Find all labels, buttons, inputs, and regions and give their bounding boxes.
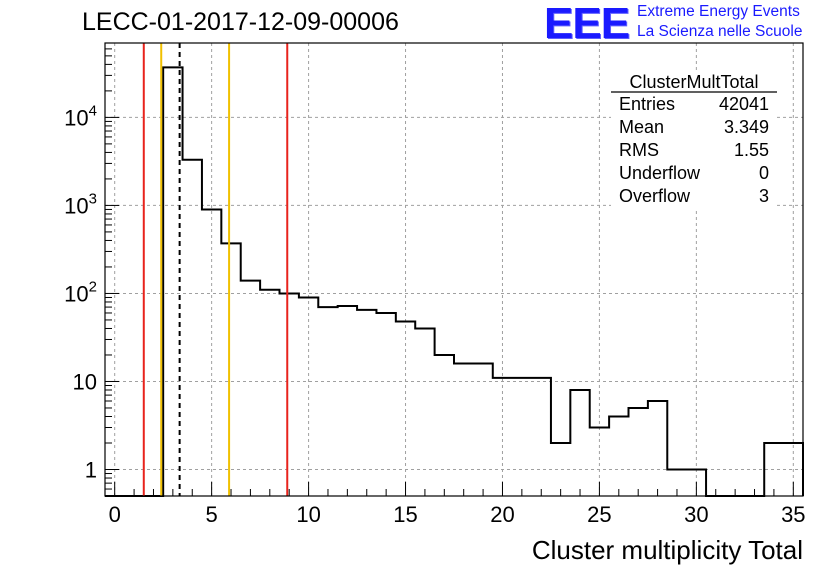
x-axis-title: Cluster multiplicity Total — [532, 535, 803, 565]
logo-caption-line1: Extreme Energy Events — [637, 3, 800, 20]
plot-frame — [104, 42, 804, 497]
y-tick-label: 104 — [64, 102, 97, 130]
histogram-outline — [105, 66, 804, 497]
stats-label: Underflow — [619, 163, 701, 183]
x-tick-label: 10 — [296, 502, 320, 527]
stats-label: RMS — [619, 140, 659, 160]
x-tick-label: 5 — [206, 502, 218, 527]
stats-label: Overflow — [619, 186, 691, 206]
x-tick-label: 35 — [781, 502, 805, 527]
stats-value: 1.55 — [734, 140, 769, 160]
x-tick-label: 30 — [684, 502, 708, 527]
stats-value: 3 — [759, 186, 769, 206]
x-tick-label: 25 — [587, 502, 611, 527]
y-tick-label: 10 — [73, 369, 97, 394]
x-tick-label: 0 — [109, 502, 121, 527]
stats-value: 0 — [759, 163, 769, 183]
y-tick-label: 1 — [85, 458, 97, 483]
stats-title: ClusterMultTotal — [629, 72, 758, 92]
y-tick-label: 102 — [64, 278, 97, 306]
eee-logo: EEE — [544, 0, 630, 48]
stats-box — [611, 70, 777, 208]
run-title: LECC-01-2017-12-09-00006 — [82, 8, 399, 36]
logo-caption-line2: La Scienza nelle Scuole — [637, 23, 803, 40]
stats-label: Mean — [619, 117, 664, 137]
x-tick-label: 20 — [490, 502, 514, 527]
stats-label: Entries — [619, 94, 675, 114]
stats-value: 3.349 — [724, 117, 769, 137]
stats-value: 42041 — [719, 94, 769, 114]
x-tick-label: 15 — [393, 502, 417, 527]
y-tick-label: 103 — [64, 190, 97, 218]
